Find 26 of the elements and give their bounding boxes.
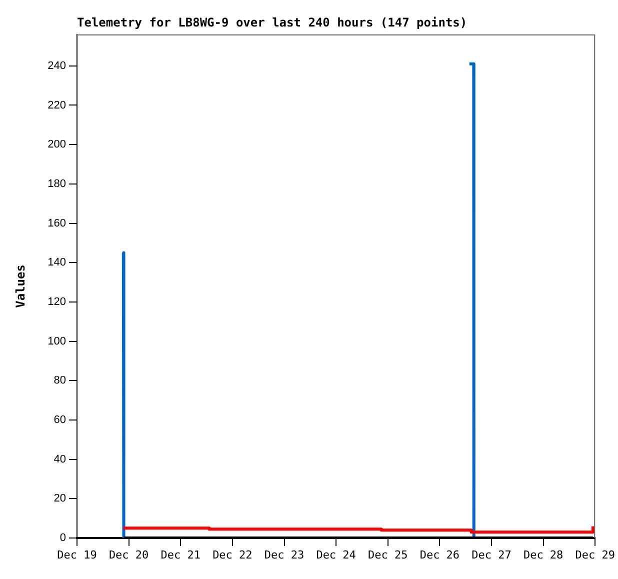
- y-tick-label: 100: [48, 335, 66, 348]
- y-tick-label: 40: [54, 453, 66, 466]
- x-tick-label: Dec 19: [57, 548, 97, 562]
- x-tick-label: Dec 26: [420, 548, 460, 562]
- x-tick-label: Dec 23: [264, 548, 304, 562]
- x-tick-label: Dec 25: [368, 548, 408, 562]
- x-tick-label: Dec 24: [316, 548, 356, 562]
- chart-title: Telemetry for LB8WG-9 over last 240 hours (147 points): [77, 15, 468, 30]
- y-tick-label: 0: [60, 532, 66, 544]
- x-tick-label: Dec 21: [160, 548, 200, 562]
- x-tick-label: Dec 29: [575, 548, 616, 562]
- y-tick-label: 160: [48, 217, 66, 230]
- x-tick-label: Dec 22: [212, 548, 252, 562]
- y-tick-label: 20: [54, 492, 66, 505]
- y-axis-title: Values: [13, 264, 28, 308]
- x-tick-label: Dec 20: [108, 548, 149, 562]
- x-tick-label: Dec 27: [472, 548, 512, 562]
- y-tick-label: 80: [54, 374, 66, 387]
- y-tick-label: 180: [48, 178, 66, 190]
- y-tick-label: 220: [48, 99, 66, 112]
- y-tick-label: 240: [48, 60, 66, 72]
- y-tick-label: 200: [48, 138, 66, 151]
- y-tick-label: 140: [48, 256, 66, 269]
- x-tick-label: Dec 28: [523, 548, 564, 562]
- y-tick-label: 120: [48, 296, 66, 308]
- y-tick-label: 60: [54, 414, 66, 426]
